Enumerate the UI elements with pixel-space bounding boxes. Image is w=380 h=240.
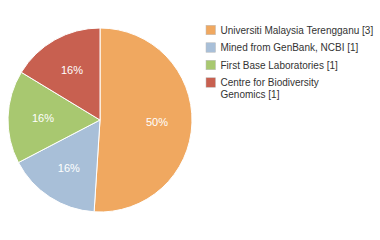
data-label: 16% [61, 64, 83, 76]
legend-item: First Base Laboratories [1] [206, 60, 338, 71]
pie-slice [21, 28, 100, 120]
data-label: 50% [146, 116, 168, 128]
legend-item: Centre for BiodiversityGenomics [1] [206, 77, 319, 100]
legend-swatch [206, 43, 216, 53]
legend-item: Universiti Malaysia Terengganu [3] [206, 25, 373, 36]
legend-label: Centre for BiodiversityGenomics [1] [221, 77, 319, 100]
legend-item: Mined from GenBank, NCBI [1] [206, 42, 359, 53]
chart: 50% 16% 16% 16% Universiti Malaysia Terengga… [0, 0, 380, 240]
legend-swatch [206, 25, 216, 35]
legend: Universiti Malaysia Terengganu [3] Mined … [206, 25, 373, 101]
legend-swatch [206, 78, 216, 88]
legend-label: Universiti Malaysia Terengganu [3] [221, 25, 374, 36]
legend-swatch [206, 60, 216, 70]
data-label: 16% [58, 162, 80, 174]
pie: 50% 16% 16% 16% [8, 28, 192, 212]
legend-label: Mined from GenBank, NCBI [1] [221, 42, 359, 53]
legend-label: First Base Laboratories [1] [221, 60, 338, 71]
data-label: 16% [32, 112, 54, 124]
pie-slice [94, 28, 192, 212]
